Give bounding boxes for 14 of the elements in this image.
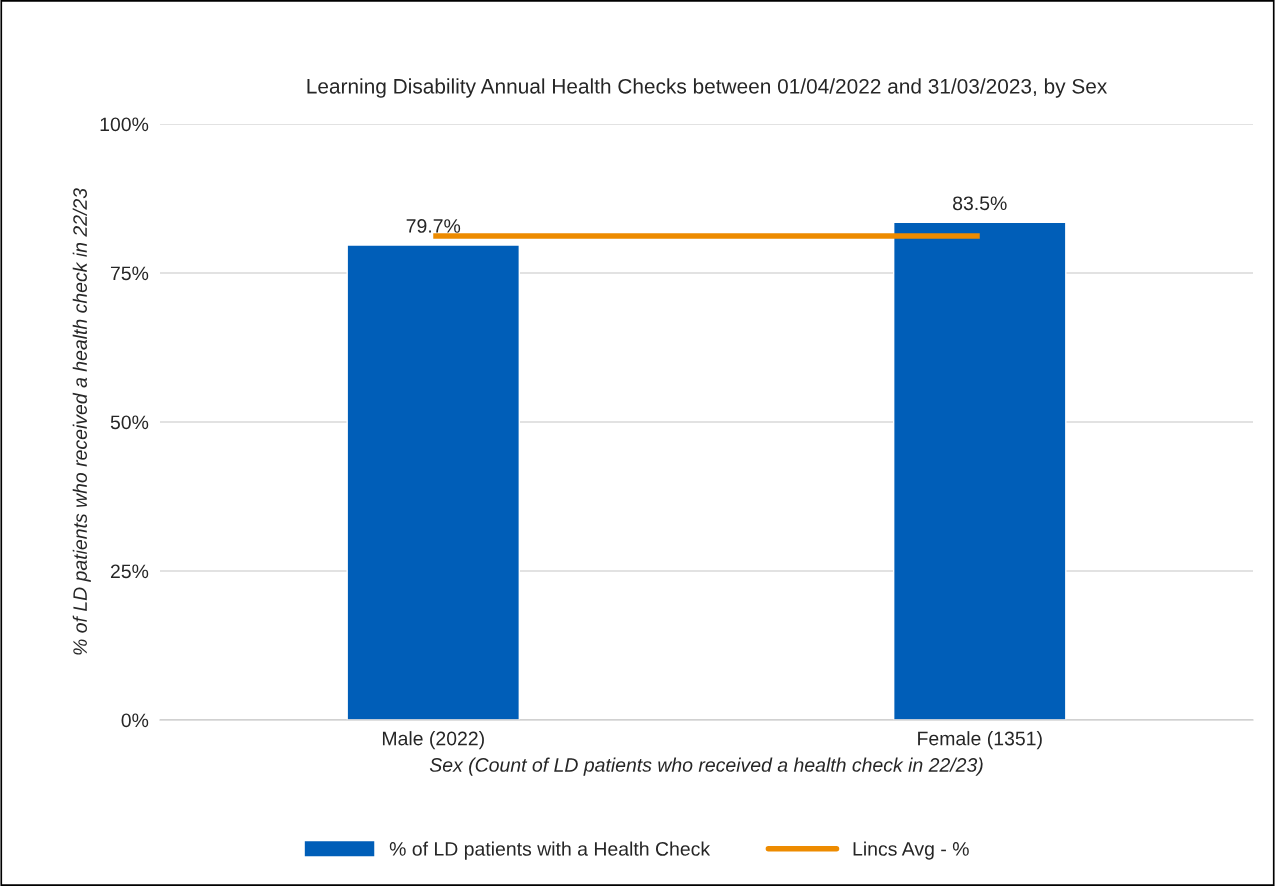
y-axis-title: % of LD patients who received a health check in 22/23	[72, 188, 91, 655]
x-tick-label: Female (1351)	[918, 731, 1042, 750]
y-tick-label: 100%	[100, 117, 149, 132]
x-tick-label: Male (2022)	[382, 731, 484, 750]
data-label: 79.7%	[406, 219, 461, 233]
legend-label: Lincs Avg - %	[853, 841, 969, 860]
x-axis-title: Sex (Count of LD patients who received a health check in 22/23)	[429, 757, 983, 776]
y-tick-label: 50%	[110, 415, 149, 430]
y-tick-label: 75%	[110, 266, 149, 281]
legend-label: % of LD patients with a Health Check	[389, 841, 711, 860]
y-tick-label: 25%	[110, 564, 149, 579]
data-label: 83.5%	[953, 196, 1007, 211]
chart-title: Learning Disability Annual Health Checks between 01/04/2022 and 31/03/2023, by Sex	[307, 78, 1108, 98]
y-tick-label: 0%	[121, 713, 149, 728]
